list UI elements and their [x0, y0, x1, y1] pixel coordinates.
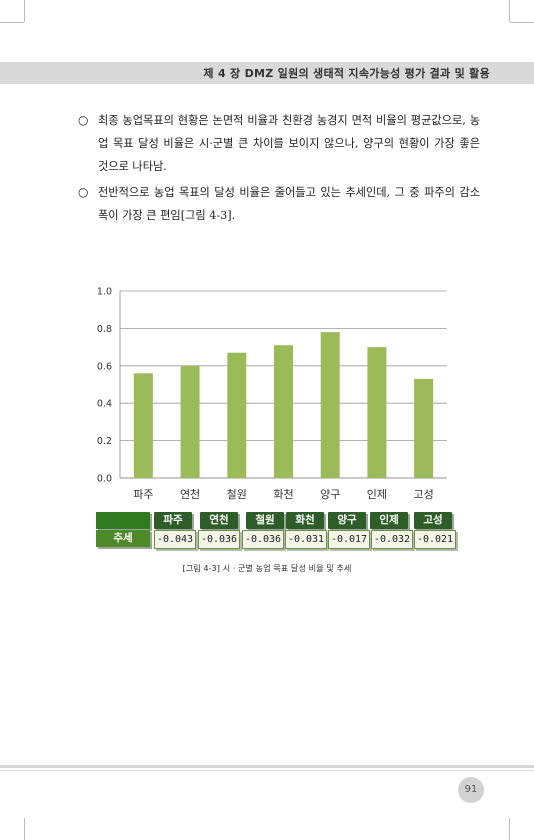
x-tick-label: 인제: [367, 488, 387, 501]
crop-mark: [24, 818, 25, 840]
crop-mark: [509, 818, 510, 840]
trend-header-cell: 인제: [370, 512, 408, 529]
page-number: 91: [458, 777, 484, 803]
trend-header-cell: 철원: [246, 512, 284, 529]
trend-value-cell: -0.021: [414, 530, 456, 549]
trend-corner-cell: [96, 512, 150, 529]
x-tick-label: 철원: [227, 488, 247, 501]
footer-rule: [0, 770, 534, 771]
trend-value-cell: -0.031: [285, 530, 327, 549]
trend-row-label: 추세: [96, 530, 150, 547]
chapter-title: 제 4 장 DMZ 일원의 생태적 지속가능성 평가 결과 및 활용: [203, 67, 490, 80]
trend-header-cell: 고성: [414, 512, 452, 529]
figure-caption: [그림 4-3] 시 · 군별 농업 목표 달성 비율 및 추세: [182, 563, 352, 573]
crop-mark: [0, 22, 24, 23]
paragraph-2: ○ 전반적으로 농업 목표의 달성 비율은 줄어들고 있는 추세인데, 그 중 …: [78, 181, 480, 227]
y-tick-label: 0.2: [97, 436, 112, 447]
x-tick-label: 파주: [133, 488, 153, 501]
trend-value-cell: -0.032: [371, 530, 413, 549]
footer-rule: [0, 765, 534, 768]
chapter-header-band: [0, 62, 534, 84]
y-tick-label: 0.0: [97, 474, 112, 485]
crop-mark: [510, 22, 534, 23]
paragraph-1: ○ 최종 농업목표의 현황은 논면적 비율과 친환경 농경지 면적 비율의 평균…: [78, 109, 480, 178]
trend-header-cell: 연천: [200, 512, 238, 529]
trend-value-cell: -0.043: [154, 530, 196, 549]
bullet-circle: ○: [78, 185, 89, 199]
bar: [133, 373, 153, 478]
y-tick-label: 0.4: [97, 399, 112, 410]
trend-value-cell: -0.036: [198, 530, 240, 549]
bar: [320, 332, 340, 478]
bar: [274, 345, 293, 478]
crop-mark: [24, 0, 25, 22]
y-tick-label: 0.6: [97, 361, 112, 372]
paragraph-text: 전반적으로 농업 목표의 달성 비율은 줄어들고 있는 추세인데, 그 중 파주…: [98, 186, 480, 222]
x-tick-label: 고성: [414, 488, 434, 501]
trend-header-cell: 화천: [286, 512, 324, 529]
paragraph-text: 최종 농업목표의 현황은 논면적 비율과 친환경 농경지 면적 비율의 평균값으…: [98, 114, 480, 173]
x-tick-label: 양구: [320, 488, 340, 501]
bar: [367, 347, 387, 478]
bar: [227, 352, 247, 478]
trend-header-cell: 양구: [328, 512, 366, 529]
bullet-circle: ○: [78, 113, 89, 127]
trend-header-cell: 파주: [154, 512, 192, 529]
y-tick-label: 0.8: [97, 324, 112, 335]
bar: [180, 365, 200, 478]
crop-mark: [509, 0, 510, 22]
trend-value-cell: -0.017: [328, 530, 370, 549]
x-tick-label: 연천: [180, 487, 200, 501]
x-tick-label: 화천: [273, 487, 293, 501]
bar: [414, 378, 434, 478]
bar-chart: 0.0 0.2 0.4 0.6 0.8 1.0 파주 연천 철원 화천 양구 인제 고성: [97, 287, 447, 501]
y-tick-label: 1.0: [97, 287, 112, 298]
trend-value-cell: -0.036: [242, 530, 284, 549]
